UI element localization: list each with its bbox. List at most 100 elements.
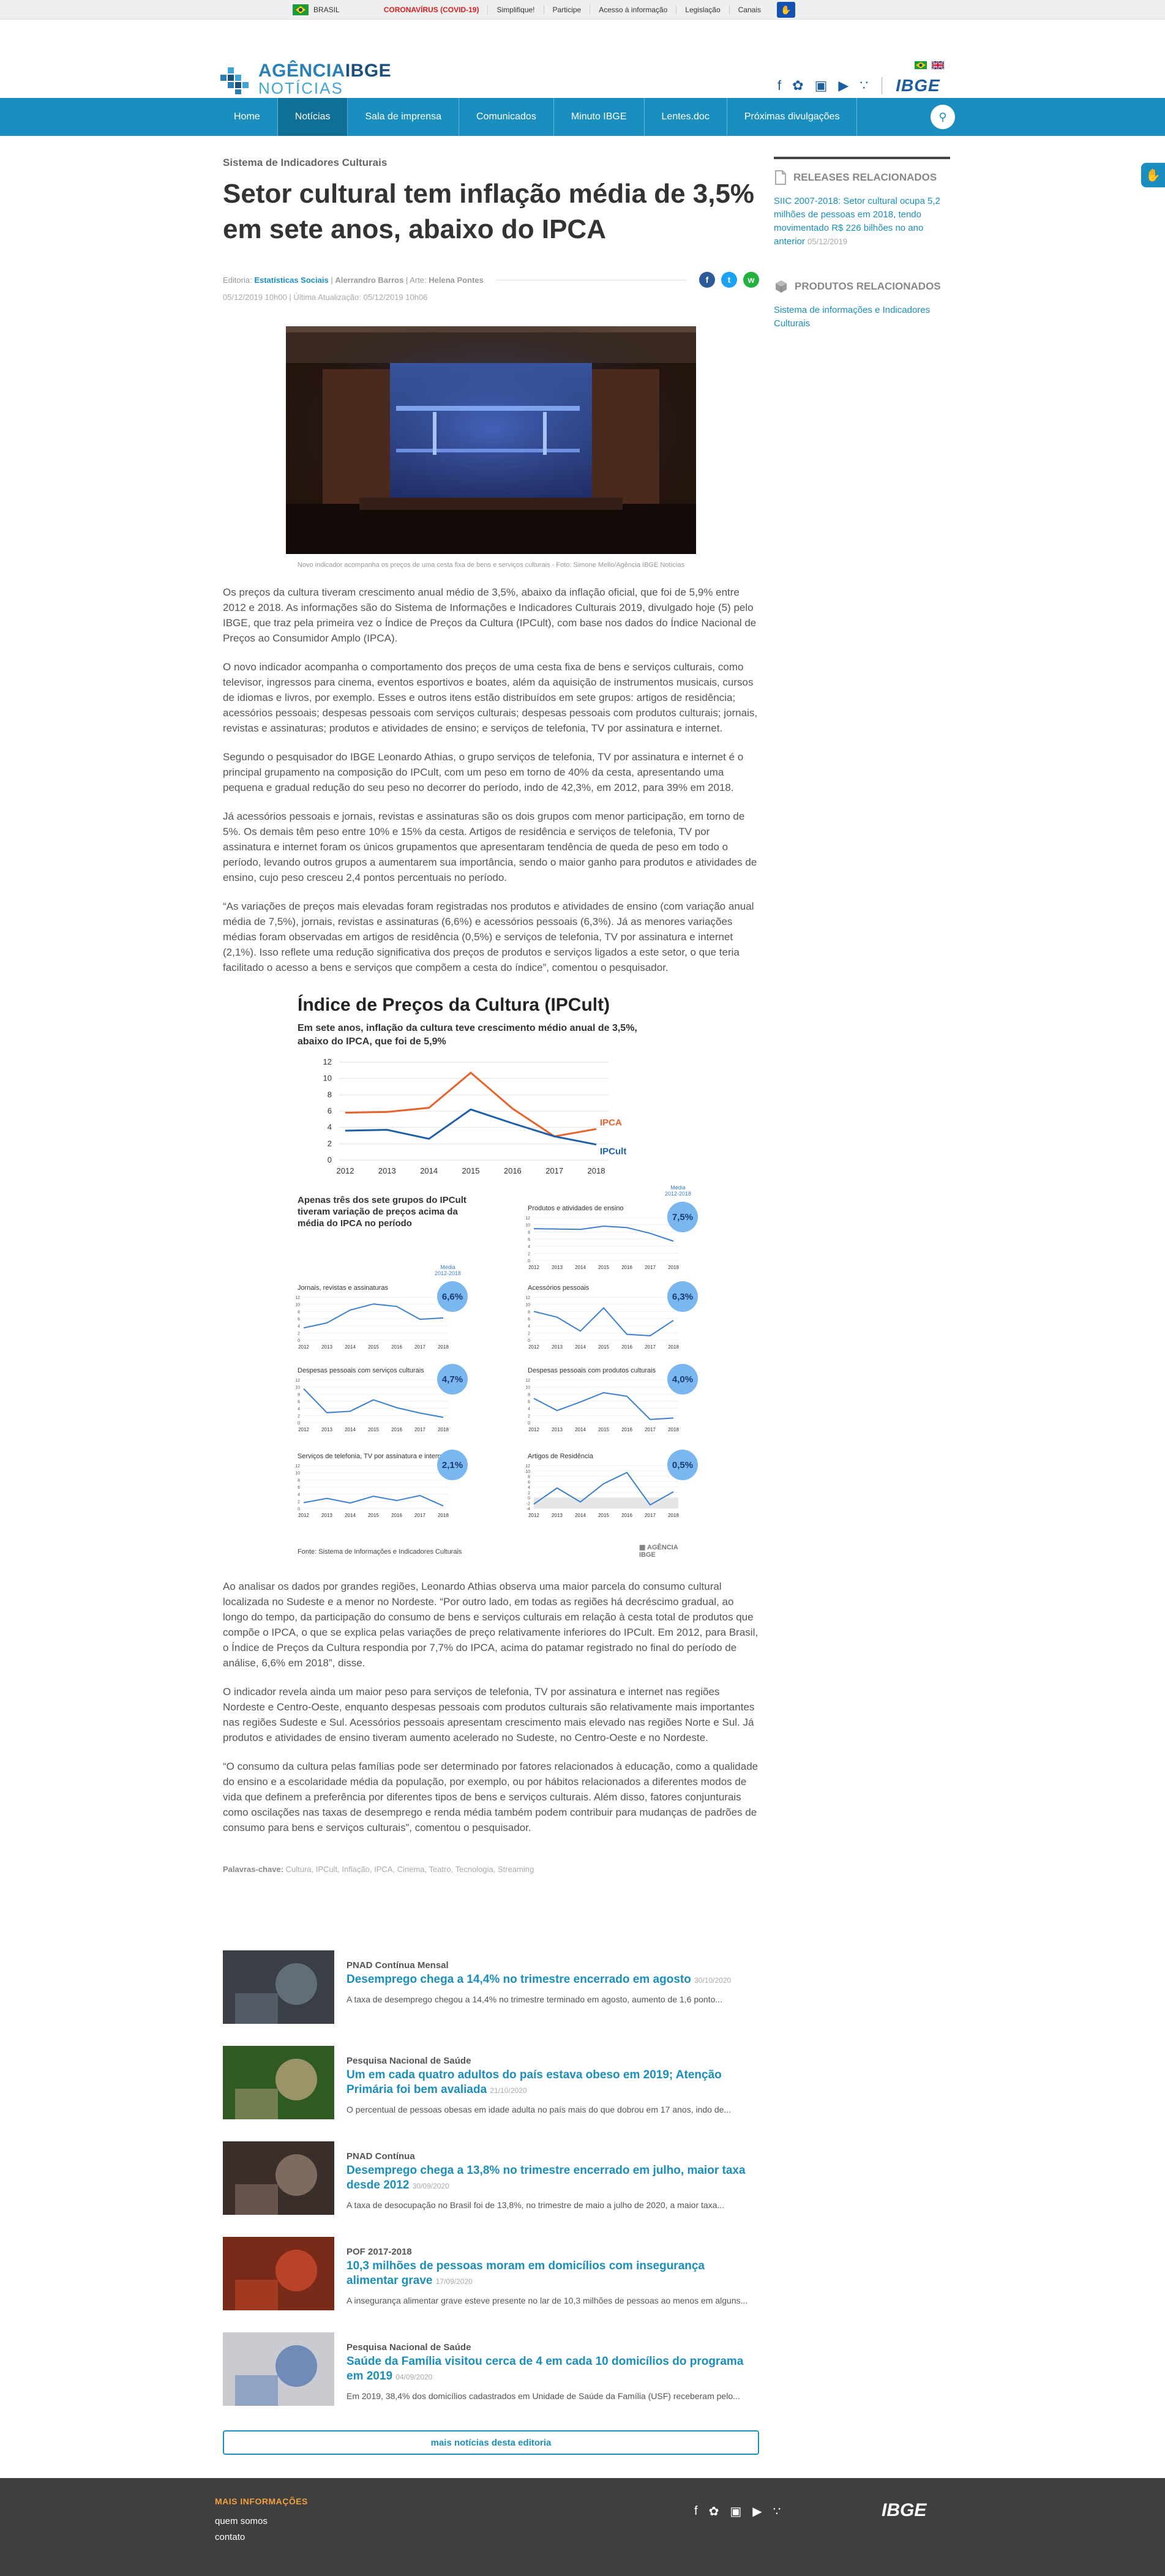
mini-y-tick: 0 — [298, 1507, 300, 1511]
portuguese-flag-icon[interactable] — [915, 61, 927, 69]
media-label: Média 2012-2018 — [665, 1185, 692, 1197]
editoria-link[interactable]: Estatísticas Sociais — [254, 275, 329, 285]
mini-x-tick: 2013 — [321, 1344, 332, 1350]
related-title[interactable]: 10,3 milhões de pessoas moram em domicíl… — [347, 2260, 705, 2287]
release-link[interactable]: SIIC 2007-2018: Setor cultural ocupa 5,2… — [774, 196, 940, 247]
article-paragraph: Ao analisar os dados por grandes regiões… — [223, 1581, 759, 1669]
footer-twitter-icon[interactable]: ✿ — [708, 2505, 719, 2518]
series-label-ipca: IPCA — [600, 1117, 622, 1128]
footer-ibge-logo[interactable]: IBGE — [882, 2500, 927, 2520]
search-icon[interactable]: ⚲ — [931, 105, 955, 129]
mini-y-tick: 8 — [528, 1475, 530, 1480]
mini-x-tick: 2017 — [645, 1265, 656, 1270]
mini-chart: Serviços de telefonia, TV por assinatura… — [295, 1453, 449, 1518]
related-date: 21/10/2020 — [490, 2086, 527, 2095]
mini-chart-label: Serviços de telefonia, TV por assinatura… — [298, 1453, 447, 1460]
gov-link-acesso-informacao[interactable]: Acesso à informação — [590, 6, 676, 14]
share-twitter-icon[interactable]: t — [721, 272, 737, 288]
nav-item-3[interactable]: Comunicados — [459, 98, 554, 136]
related-item[interactable]: PNAD Contínua Mensal Desemprego chega a 1… — [223, 1947, 759, 2042]
mini-chart: Despesas pessoais com serviços culturais… — [295, 1367, 449, 1432]
y-tick-label: 6 — [328, 1106, 332, 1115]
nav-item-5[interactable]: Lentes.doc — [645, 98, 727, 136]
mini-y-tick: 12 — [295, 1296, 300, 1300]
gov-link-participe[interactable]: Participe — [543, 6, 590, 14]
mini-y-tick: 0 — [528, 1421, 530, 1426]
accessibility-side-icon[interactable]: ✋ — [1141, 163, 1165, 187]
gov-link-simplifique[interactable]: Simplifique! — [487, 6, 543, 14]
mini-y-tick: 4 — [298, 1407, 300, 1412]
y-tick-label: 10 — [323, 1074, 332, 1083]
nav-item-6[interactable]: Próximas divulgações — [727, 98, 858, 136]
more-news-button[interactable]: mais notícias desta editoria — [223, 2430, 759, 2455]
media-bubble: 7,5% — [667, 1202, 698, 1232]
related-title[interactable]: Um em cada quatro adultos do país estava… — [347, 2069, 722, 2096]
share-whatsapp-icon[interactable]: w — [743, 272, 759, 288]
nav-item-2[interactable]: Sala de imprensa — [348, 98, 459, 136]
twitter-icon[interactable]: ✿ — [792, 78, 804, 93]
related-thumbnail[interactable] — [223, 2046, 334, 2119]
gov-link-canais[interactable]: Canais — [729, 6, 770, 14]
related-date: 30/09/2020 — [412, 2182, 449, 2190]
gov-bar: BRASIL CORONAVÍRUS (COVID-19) Simplifiqu… — [0, 0, 1165, 20]
product-link[interactable]: Sistema de informações e Indicadores Cul… — [774, 305, 931, 329]
related-title[interactable]: Desemprego chega a 14,4% no trimestre en… — [347, 1973, 732, 1986]
ibge-logo[interactable]: IBGE — [896, 76, 940, 95]
related-item[interactable]: Pesquisa Nacional de Saúde Um em cada qua… — [223, 2042, 759, 2138]
article-paragraph: “O consumo da cultura pelas famílias pod… — [223, 1761, 759, 1833]
ipcult-infographic: Índice de Preços da Cultura (IPCult) Em … — [290, 995, 698, 1565]
mini-chart-panel: Acessórios pessoais 0 2 4 6 8 10 12 2012 2013 2014… — [520, 1276, 698, 1356]
related-title[interactable]: Saúde da Família visitou cerca de 4 em c… — [347, 2355, 744, 2383]
mini-x-tick: 2013 — [321, 1513, 332, 1518]
rss-icon[interactable]: ∵ — [860, 78, 869, 93]
instagram-icon[interactable]: ▣ — [814, 78, 828, 93]
mini-x-tick: 2012 — [528, 1265, 539, 1270]
youtube-icon[interactable]: ▶ — [838, 78, 849, 93]
mini-y-tick: 12 — [525, 1379, 530, 1383]
nav-item-0[interactable]: Home — [217, 98, 278, 136]
chart-subtitle: Em sete anos, inflação da cultura teve c… — [298, 1023, 637, 1047]
related-thumbnail[interactable] — [223, 2237, 334, 2310]
related-thumbnail[interactable] — [223, 2141, 334, 2215]
related-item[interactable]: Pesquisa Nacional de Saúde Saúde da Famíl… — [223, 2329, 759, 2424]
mini-chart-panel: Artigos de Residência -4 -2 0 2 4 6 8 10 12 2012 20… — [520, 1445, 698, 1524]
main-nav: Home Notícias Sala de imprensa Comunicados M… — [0, 98, 1165, 136]
accessibility-icon[interactable]: ✋ — [777, 2, 795, 18]
mini-x-tick: 2015 — [598, 1427, 609, 1432]
nav-item-1[interactable]: Notícias — [277, 98, 348, 136]
mini-x-tick: 2013 — [321, 1427, 332, 1432]
footer-facebook-icon[interactable]: f — [694, 2504, 698, 2518]
related-thumbnail[interactable] — [223, 1950, 334, 2024]
tags-list[interactable]: Cultura, IPCult, Inflação, IPCA, Cinema,… — [285, 1865, 534, 1874]
facebook-icon[interactable]: f — [777, 78, 782, 93]
mini-y-tick: 10 — [295, 1386, 300, 1390]
series-line-ipcult — [345, 1108, 597, 1146]
nav-item-4[interactable]: Minuto IBGE — [554, 98, 645, 136]
mini-y-tick: 4 — [528, 1325, 530, 1329]
footer-link-quem-somos[interactable]: quem somos — [215, 2516, 268, 2526]
mini-y-tick: 12 — [525, 1464, 530, 1469]
article: Sistema de Indicadores Culturais Setor c… — [223, 157, 759, 1874]
footer-instagram-icon[interactable]: ▣ — [730, 2505, 742, 2518]
related-thumbnail[interactable] — [223, 2332, 334, 2406]
brasil-link[interactable]: BRASIL — [293, 4, 340, 15]
share-facebook-icon[interactable]: f — [699, 272, 715, 288]
gov-link-covid[interactable]: CORONAVÍRUS (COVID-19) — [383, 6, 479, 14]
agencia-ibge-chart-logo: ▦ AGÊNCIA IBGE — [639, 1544, 678, 1559]
mini-y-tick: 2 — [298, 1331, 300, 1336]
mini-x-tick: 2012 — [298, 1513, 309, 1518]
gov-link-legislacao[interactable]: Legislação — [676, 6, 729, 14]
footer-youtube-icon[interactable]: ▶ — [752, 2505, 762, 2518]
related-title[interactable]: Desemprego chega a 13,8% no trimestre en… — [347, 2164, 746, 2192]
article-date: 05/12/2019 10h00 | Última Atualização: 0… — [223, 293, 428, 302]
related-item[interactable]: POF 2017-2018 10,3 milhões de pessoas mor… — [223, 2233, 759, 2329]
footer-link-contato[interactable]: contato — [215, 2532, 245, 2542]
related-item[interactable]: PNAD Contínua Desemprego chega a 13,8% no… — [223, 2138, 759, 2233]
x-tick-label: 2012 — [337, 1166, 354, 1175]
mini-x-tick: 2018 — [438, 1513, 449, 1518]
agencia-ibge-logo[interactable]: AGÊNCIAIBGE NOTÍCIAS — [218, 61, 391, 97]
mini-y-tick: 8 — [528, 1230, 530, 1235]
english-flag-icon[interactable] — [932, 61, 944, 69]
footer-rss-icon[interactable]: ∵ — [773, 2505, 781, 2518]
